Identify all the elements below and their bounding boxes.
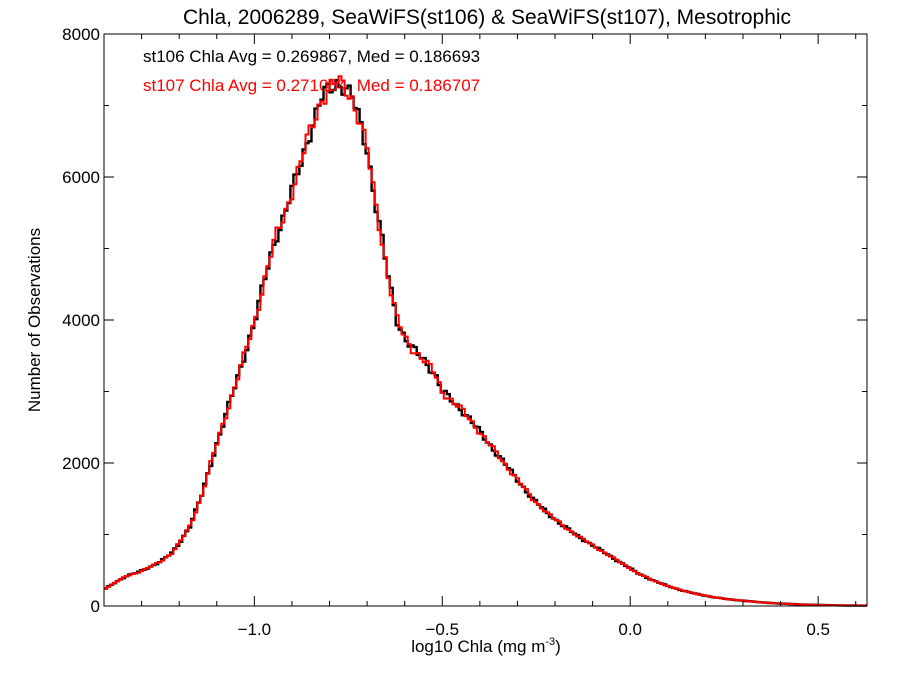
histogram-series-1 xyxy=(104,75,867,607)
x-tick-label: −0.5 xyxy=(425,620,459,639)
x-axis-label-close: ) xyxy=(555,637,561,656)
plot-frame xyxy=(103,33,868,607)
y-tick-label: 8000 xyxy=(62,25,100,44)
y-tick-label: 0 xyxy=(91,597,100,616)
annotation-st107: st107 Chla Avg = 0.271054, Med = 0.18670… xyxy=(143,76,480,95)
y-tick-label: 6000 xyxy=(62,168,100,187)
x-axis-label-main: log10 Chla (mg m xyxy=(411,637,545,656)
x-tick-label: 0.0 xyxy=(618,620,642,639)
x-axis-label: log10 Chla (mg m-3) xyxy=(411,636,561,656)
x-axis-label-sup: -3 xyxy=(545,636,555,648)
axis-ticks: −1.0 −0.5 0.0 0.5 0 2000 4000 6000 8000 xyxy=(62,25,867,639)
chart-title: Chla, 2006289, SeaWiFS(st106) & SeaWiFS(… xyxy=(183,6,791,29)
x-tick-label: 0.5 xyxy=(806,620,830,639)
y-axis-label: Number of Observations xyxy=(25,228,44,412)
y-tick-label: 2000 xyxy=(62,454,100,473)
annotation-st106: st106 Chla Avg = 0.269867, Med = 0.18669… xyxy=(143,47,480,66)
y-tick-label: 4000 xyxy=(62,311,100,330)
histogram-series-0 xyxy=(104,78,867,607)
x-tick-label: −1.0 xyxy=(238,620,272,639)
plot-series xyxy=(104,75,867,607)
